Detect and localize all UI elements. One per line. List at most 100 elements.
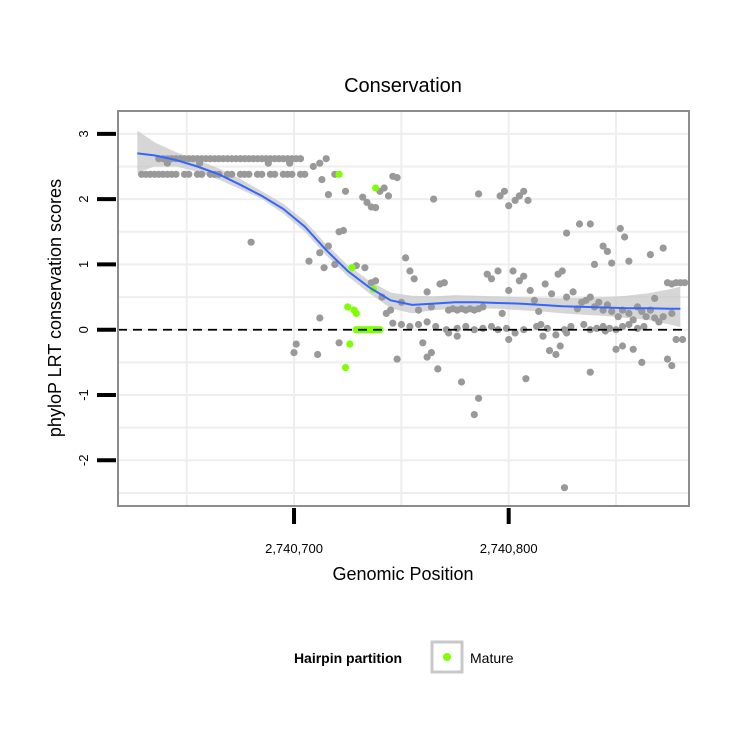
y-tick-label: 2: [76, 196, 91, 203]
panel-border-layer: [117, 110, 690, 507]
legend-entry-mature: Mature: [470, 650, 514, 666]
smooth-trend-line: [137, 152, 681, 310]
data-point: [618, 342, 627, 350]
data-point: [511, 196, 519, 204]
data-point: [198, 170, 206, 178]
data-point: [419, 339, 427, 347]
data-point: [470, 326, 478, 334]
data-point: [520, 272, 528, 280]
data-point: [608, 307, 616, 315]
data-point: [389, 319, 397, 327]
data-point: [487, 275, 496, 283]
legend: Hairpin partition Mature: [294, 640, 514, 674]
data-point: [530, 296, 539, 304]
data-point: [479, 303, 487, 311]
data-point: [393, 174, 401, 182]
data-point: [301, 170, 309, 178]
data-point: [247, 238, 255, 246]
data-point: [541, 280, 549, 288]
data-point: [462, 322, 470, 331]
data-point: [672, 335, 680, 344]
data-point: [245, 170, 253, 178]
x-tick-label: 2,740,800: [480, 541, 538, 556]
data-point: [505, 202, 513, 210]
data-point: [659, 313, 667, 321]
data-point: [410, 275, 418, 283]
data-point: [402, 254, 410, 262]
data-point: [505, 286, 513, 295]
data-point: [625, 257, 633, 265]
data-point: [453, 324, 461, 332]
data-point: [629, 316, 637, 324]
data-point: [296, 155, 305, 163]
data-point: [608, 259, 616, 267]
y-tick-label: -2: [76, 455, 91, 467]
data-point: [520, 187, 528, 195]
data-point: [638, 358, 646, 366]
y-tick-label: 1: [76, 261, 91, 268]
data-point: [625, 309, 633, 317]
data-point: [537, 320, 545, 329]
data-point: [331, 260, 339, 268]
data-point: [406, 322, 414, 331]
data-point: [271, 170, 279, 178]
data-point: [292, 340, 300, 348]
data-point: [603, 247, 612, 255]
data-point: [434, 365, 442, 373]
data-point: [569, 288, 577, 296]
data-point: [545, 347, 554, 355]
data-point: [453, 332, 461, 340]
data-point: [612, 345, 620, 353]
mature-data-point: [344, 303, 352, 311]
data-point: [163, 159, 171, 167]
mature-data-point: [341, 364, 350, 372]
data-point: [316, 249, 324, 257]
data-point: [359, 193, 367, 201]
mature-data-point: [346, 340, 354, 348]
data-point: [361, 264, 369, 272]
y-axis-title: phyloP LRT conservation scores: [45, 179, 65, 437]
data-point: [309, 162, 317, 171]
data-point: [406, 267, 414, 275]
data-point: [387, 306, 395, 314]
x-axis: 2,740,700 2,740,800: [265, 508, 538, 556]
data-point: [430, 195, 438, 203]
data-point: [633, 324, 642, 332]
smooth-line-layer: [137, 152, 681, 310]
data-point: [423, 318, 431, 326]
data-point: [475, 394, 483, 402]
data-point: [290, 349, 298, 357]
data-point: [380, 184, 388, 192]
data-point: [539, 332, 547, 340]
data-point: [432, 322, 440, 331]
data-point: [414, 320, 423, 329]
x-tick-label: 2,740,700: [265, 541, 323, 556]
data-point: [509, 267, 517, 275]
data-point: [440, 279, 448, 287]
data-point: [681, 279, 689, 287]
data-point: [196, 159, 204, 167]
data-point: [372, 277, 380, 285]
data-point: [339, 226, 347, 235]
legend-title: Hairpin partition: [294, 650, 402, 666]
data-point: [515, 192, 524, 200]
data-point: [560, 484, 569, 492]
y-tick-label: 3: [76, 130, 91, 137]
data-point: [427, 349, 435, 357]
data-point: [475, 190, 483, 198]
data-point: [638, 307, 646, 315]
data-point: [322, 155, 330, 163]
data-point: [314, 350, 322, 359]
data-point: [655, 318, 663, 326]
data-point: [625, 320, 633, 329]
data-point: [590, 260, 599, 268]
x-axis-title: Genomic Position: [332, 564, 473, 584]
data-point: [586, 220, 594, 228]
data-point: [470, 411, 478, 419]
points-layer: [138, 155, 689, 492]
data-point: [316, 159, 324, 167]
data-point: [524, 196, 532, 204]
data-point: [479, 324, 487, 332]
y-axis: -2 -1 0 1 2 3: [76, 130, 116, 466]
